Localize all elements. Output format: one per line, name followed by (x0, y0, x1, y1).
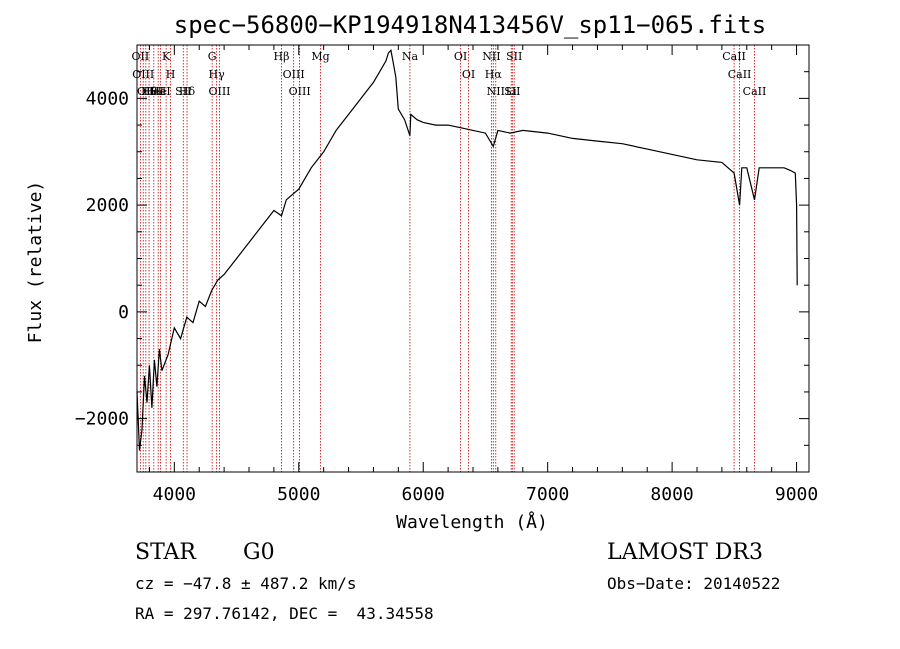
line-label-22: Hα (485, 68, 503, 81)
coordinates: RA = 297.76142, DEC = 43.34558 (135, 604, 434, 623)
spectral-line-markers (139, 45, 755, 472)
line-label-3: Hθ (141, 85, 158, 98)
line-label-12: Hγ (209, 68, 226, 81)
line-label-18: Na (402, 50, 419, 63)
line-label-23: NII (487, 85, 505, 98)
line-label-14: Hβ (274, 50, 290, 63)
line-label-28: CaII (728, 68, 752, 81)
line-label-25: SII (504, 85, 520, 98)
plot-frame (136, 44, 810, 473)
line-label-29: CaII (743, 85, 767, 98)
y-tick-label: 4000 (86, 88, 129, 109)
line-label-10: Hδ (179, 85, 196, 98)
line-label-15: OIII (283, 68, 305, 81)
x-axis-ticks: 4000 5000 6000 7000 8000 9000 (148, 45, 818, 505)
x-tick-label: 4000 (153, 484, 196, 505)
line-label-24: Li (506, 85, 517, 98)
x-axis-label: Wavelength (Å) (396, 511, 548, 533)
line-label-4: HeI (144, 85, 164, 98)
redshift-velocity: cz = −47.8 ± 487.2 km/s (135, 574, 357, 593)
line-label-2: OII (137, 85, 155, 98)
chart-title: spec−56800−KP194918N413456V_sp11−065.fit… (174, 11, 766, 39)
spectrum-line (136, 49, 798, 451)
line-label-21: NII (482, 50, 500, 63)
line-label-0: OII (132, 50, 150, 63)
line-label-19: OI (454, 50, 467, 63)
line-label-11: G (208, 50, 217, 63)
y-axis-label: Flux (relative) (25, 181, 46, 344)
x-tick-label: 8000 (650, 484, 693, 505)
observation-date: Obs−Date: 20140522 (607, 574, 781, 593)
line-label-5: SII (150, 85, 166, 98)
line-label-9: SII (175, 85, 191, 98)
line-label-20: OI (462, 68, 475, 81)
x-tick-label: 6000 (402, 484, 445, 505)
line-label-7: K (162, 50, 171, 63)
object-class: STAR (135, 540, 196, 565)
line-label-8: H (166, 68, 176, 81)
survey-name: LAMOST DR3 (607, 540, 763, 565)
spectral-line-labels: OIIOIIIOIIHθHeISIIHeIKHSIIHδGHγOIIIHβOII… (132, 50, 767, 98)
y-tick-label: −2000 (75, 409, 129, 430)
line-label-26: SII (506, 50, 522, 63)
x-tick-label: 7000 (526, 484, 569, 505)
y-tick-label: 2000 (86, 195, 129, 216)
line-label-6: HeI (150, 85, 170, 98)
line-label-17: Mg (311, 50, 329, 63)
x-tick-label: 5000 (277, 484, 320, 505)
line-label-13: OIII (208, 85, 230, 98)
x-tick-label: 9000 (775, 484, 818, 505)
object-subclass: G0 (243, 540, 275, 565)
line-label-16: OIII (289, 85, 311, 98)
line-label-27: CaII (722, 50, 746, 63)
y-tick-label: 0 (118, 302, 129, 323)
line-label-1: OIII (132, 68, 154, 81)
y-axis-ticks: −2000 0 2000 4000 (75, 44, 809, 473)
